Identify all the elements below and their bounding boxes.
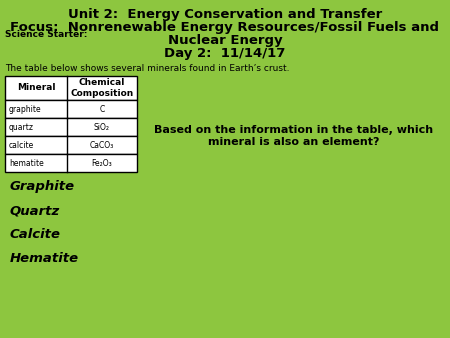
Text: Day 2:  11/14/17: Day 2: 11/14/17 [164, 47, 286, 60]
Text: The table below shows several minerals found in Earth’s crust.: The table below shows several minerals f… [5, 64, 289, 73]
Text: graphite: graphite [9, 104, 41, 114]
Text: Nuclear Energy: Nuclear Energy [168, 34, 282, 47]
Text: CaCO₃: CaCO₃ [90, 141, 114, 149]
Bar [5, 154, 137, 172]
Bar [5, 76, 137, 100]
Text: Chemical
Composition: Chemical Composition [70, 78, 134, 98]
Text: Calcite: Calcite [10, 228, 61, 241]
Text: hematite: hematite [9, 159, 44, 168]
Text: Based on the information in the table, which
mineral is also an element?: Based on the information in the table, w… [154, 125, 433, 147]
Bar [5, 136, 137, 154]
Text: Graphite: Graphite [10, 180, 75, 193]
Text: Hematite: Hematite [10, 252, 79, 265]
Text: Quartz: Quartz [10, 204, 60, 217]
Bar [5, 100, 137, 118]
Text: Focus:  Nonrenewable Energy Resources/Fossil Fuels and: Focus: Nonrenewable Energy Resources/Fos… [10, 21, 440, 34]
Text: Science Starter:: Science Starter: [5, 30, 87, 39]
Text: quartz: quartz [9, 122, 34, 131]
Text: Unit 2:  Energy Conservation and Transfer: Unit 2: Energy Conservation and Transfer [68, 8, 382, 21]
Text: calcite: calcite [9, 141, 34, 149]
Text: Mineral: Mineral [17, 83, 55, 93]
Bar [5, 118, 137, 136]
Text: Fe₂O₃: Fe₂O₃ [92, 159, 112, 168]
Text: C: C [99, 104, 104, 114]
Text: SiO₂: SiO₂ [94, 122, 110, 131]
